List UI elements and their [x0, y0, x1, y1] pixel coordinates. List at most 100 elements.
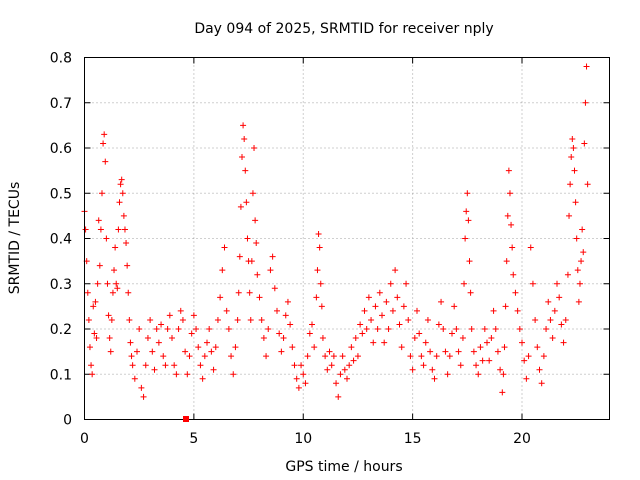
- data-point: [566, 212, 573, 219]
- data-point: [440, 326, 447, 332]
- data-point: [195, 344, 202, 351]
- data-point: [304, 353, 311, 360]
- data-point: [400, 303, 407, 310]
- data-point: [82, 226, 89, 233]
- x-axis-label: GPS time / hours: [285, 459, 402, 475]
- data-point: [118, 176, 125, 183]
- data-point: [407, 353, 414, 360]
- data-point: [217, 294, 224, 301]
- data-point: [348, 344, 355, 351]
- data-point: [119, 190, 126, 197]
- data-point: [359, 330, 366, 337]
- data-point: [488, 335, 495, 342]
- data-point: [171, 362, 178, 369]
- data-point: [88, 362, 95, 369]
- data-point: [237, 203, 244, 210]
- data-point: [258, 316, 265, 323]
- data-point: [104, 280, 111, 287]
- data-point: [108, 316, 115, 323]
- data-point: [569, 135, 576, 142]
- data-point: [438, 298, 445, 305]
- data-point: [86, 344, 93, 351]
- data-point: [567, 181, 574, 188]
- data-point: [244, 235, 251, 242]
- data-point: [235, 289, 242, 296]
- data-point: [313, 294, 320, 301]
- data-point: [136, 326, 143, 332]
- y-tick-label: 0.1: [50, 367, 72, 383]
- data-point: [197, 362, 204, 369]
- data-point: [459, 335, 466, 342]
- data-point: [479, 357, 486, 364]
- data-point: [490, 307, 497, 314]
- data-point: [311, 344, 318, 351]
- data-point: [449, 330, 455, 337]
- data-point: [497, 366, 504, 373]
- data-point: [381, 339, 388, 346]
- data-point: [243, 199, 250, 206]
- data-point: [234, 316, 241, 323]
- data-point: [519, 339, 525, 346]
- data-point: [117, 181, 124, 188]
- data-point: [230, 371, 237, 378]
- data-point: [564, 271, 571, 278]
- data-point: [322, 353, 329, 360]
- data-point: [372, 303, 379, 310]
- data-point: [330, 353, 337, 360]
- data-point: [85, 316, 92, 323]
- data-point: [446, 353, 453, 360]
- data-point: [184, 371, 191, 378]
- data-point: [505, 167, 512, 174]
- data-point: [99, 190, 105, 197]
- data-point: [457, 362, 464, 369]
- data-point: [204, 339, 210, 346]
- data-point: [576, 280, 583, 287]
- data-point: [527, 244, 534, 251]
- data-point: [179, 316, 186, 323]
- data-point: [435, 321, 442, 328]
- data-point: [534, 344, 541, 351]
- data-point: [581, 140, 588, 147]
- y-tick-label: 0.2: [50, 322, 72, 338]
- data-point: [523, 375, 530, 382]
- data-point: [318, 303, 325, 310]
- data-point: [142, 362, 149, 369]
- data-point: [502, 303, 509, 310]
- data-point: [182, 348, 189, 355]
- data-point: [158, 321, 165, 328]
- y-tick-label: 0.8: [50, 51, 72, 67]
- data-point: [429, 366, 436, 373]
- data-point: [116, 199, 123, 206]
- data-point: [97, 226, 104, 233]
- data-point: [455, 348, 462, 355]
- data-point: [350, 357, 357, 364]
- data-point: [403, 280, 410, 287]
- data-point: [363, 326, 370, 332]
- data-point: [374, 326, 381, 332]
- grid: [84, 57, 610, 420]
- y-tick-label: 0.5: [50, 186, 72, 202]
- data-point: [219, 267, 226, 274]
- data-point: [409, 366, 416, 373]
- data-point: [503, 258, 510, 265]
- data-point: [175, 326, 182, 332]
- data-point: [120, 212, 127, 219]
- data-point: [554, 280, 560, 287]
- data-point: [337, 371, 344, 378]
- data-point: [248, 258, 255, 265]
- data-point: [492, 326, 499, 332]
- data-point: [387, 280, 394, 287]
- data-point: [501, 344, 508, 351]
- data-point: [333, 380, 340, 387]
- y-tick-label: 0: [63, 413, 72, 429]
- data-point: [376, 289, 383, 296]
- data-point: [314, 267, 321, 274]
- data-point: [109, 289, 116, 296]
- data-point: [223, 307, 230, 314]
- data-point: [106, 335, 113, 342]
- data-point: [140, 393, 147, 400]
- data-point: [379, 312, 385, 319]
- data-point: [484, 339, 490, 346]
- data-point: [521, 357, 528, 364]
- data-point: [236, 253, 243, 260]
